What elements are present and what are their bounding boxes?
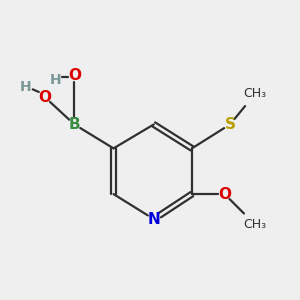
Text: O: O bbox=[68, 68, 81, 83]
Text: B: B bbox=[68, 117, 80, 132]
Text: O: O bbox=[38, 90, 51, 105]
Text: CH₃: CH₃ bbox=[244, 87, 267, 101]
Text: O: O bbox=[218, 187, 231, 202]
Text: S: S bbox=[224, 117, 236, 132]
Text: N: N bbox=[147, 212, 160, 226]
Text: CH₃: CH₃ bbox=[244, 218, 267, 231]
Text: H: H bbox=[50, 73, 61, 87]
Text: H: H bbox=[20, 80, 32, 94]
